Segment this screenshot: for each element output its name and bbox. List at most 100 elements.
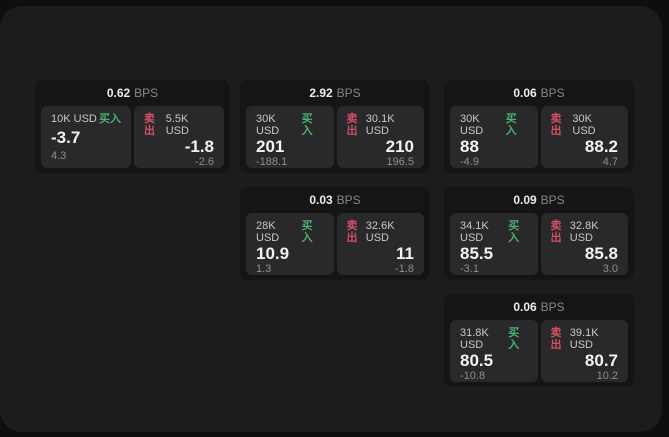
quote-card: 0.03 BPS 28K USD 买入 10.9 1.3 卖出 32.6K USD… [240, 187, 430, 280]
sell-price-value: 85.8 [584, 244, 618, 263]
sell-amount-label: 32.8K USD [569, 220, 599, 244]
sell-cell-top: 卖出 39.1K USD [551, 327, 619, 351]
bps-unit: BPS [540, 193, 565, 207]
quote-cells: 28K USD 买入 10.9 1.3 卖出 32.6K USD 11 -1.8 [240, 213, 430, 275]
buy-amount-label: 31.8K USD [460, 327, 489, 351]
quote-cells: 34.1K USD 买入 85.5 -3.1 卖出 32.8K USD 85.8… [444, 213, 634, 275]
sell-amount-label: 5.5K USD [165, 113, 189, 137]
sell-cell[interactable]: 卖出 32.6K USD 11 -1.8 [336, 213, 424, 275]
sell-action-label: 卖出 [144, 113, 155, 137]
sell-cell-top: 卖出 30.1K USD [347, 113, 415, 137]
sell-action-label: 卖出 [346, 220, 358, 244]
sell-cell[interactable]: 卖出 30.1K USD 210 196.5 [336, 106, 424, 168]
buy-amount-label: 30K USD [256, 113, 280, 137]
sell-cell-top: 卖出 30K USD [551, 113, 619, 137]
buy-amount-label: 34.1K USD [460, 220, 489, 244]
bps-value: 0.03 [309, 193, 333, 207]
buy-change-value: -188.1 [256, 156, 288, 168]
buy-cell[interactable]: 30K USD 买入 201 -188.1 [246, 106, 334, 168]
card-header: 0.03 BPS [240, 187, 430, 213]
bps-unit: BPS [336, 193, 361, 207]
buy-cell-top: 31.8K USD 买入 [460, 327, 528, 351]
buy-cell-top: 10K USD 买入 [51, 113, 121, 125]
sell-change-value: 4.7 [602, 156, 618, 168]
quote-cells: 10K USD 买入 -3.7 4.3 卖出 5.5K USD -1.8 -2.… [35, 106, 230, 168]
sell-amount-label: 32.6K USD [365, 220, 395, 244]
sell-price-value: 210 [385, 137, 414, 156]
sell-change-value: -1.8 [395, 263, 414, 275]
buy-change-value: 4.3 [51, 150, 67, 162]
card-header: 0.06 BPS [444, 294, 634, 320]
quote-cells: 30K USD 买入 88 -4.9 卖出 30K USD 88.2 4.7 [444, 106, 634, 168]
buy-cell[interactable]: 10K USD 买入 -3.7 4.3 [41, 106, 131, 168]
quote-card: 0.06 BPS 30K USD 买入 88 -4.9 卖出 30K USD 88… [444, 80, 634, 173]
sell-amount-label: 30K USD [572, 113, 596, 137]
card-header: 0.09 BPS [444, 187, 634, 213]
cards-grid: 0.62 BPS 10K USD 买入 -3.7 4.3 卖出 5.5K USD … [35, 80, 634, 387]
card-column: 2.92 BPS 30K USD 买入 201 -188.1 卖出 30.1K U… [240, 80, 430, 280]
buy-change-value: -4.9 [460, 156, 479, 168]
sell-change-value: 196.5 [386, 156, 414, 168]
bps-unit: BPS [540, 300, 565, 314]
card-column: 0.06 BPS 30K USD 买入 88 -4.9 卖出 30K USD 88… [444, 80, 634, 387]
buy-cell-top: 34.1K USD 买入 [460, 220, 528, 244]
card-column: 0.62 BPS 10K USD 买入 -3.7 4.3 卖出 5.5K USD … [35, 80, 230, 173]
bps-value: 0.06 [513, 86, 537, 100]
sell-change-value: -2.6 [195, 156, 214, 168]
quote-card: 0.62 BPS 10K USD 买入 -3.7 4.3 卖出 5.5K USD … [35, 80, 230, 173]
buy-change-value: 1.3 [256, 263, 272, 275]
quote-cells: 31.8K USD 买入 80.5 -10.8 卖出 39.1K USD 80.… [444, 320, 634, 382]
sell-cell-top: 卖出 32.6K USD [347, 220, 415, 244]
bps-unit: BPS [336, 86, 361, 100]
sell-amount-label: 30.1K USD [365, 113, 395, 137]
buy-cell-top: 30K USD 买入 [460, 113, 528, 137]
quote-card: 0.09 BPS 34.1K USD 买入 85.5 -3.1 卖出 32.8K … [444, 187, 634, 280]
bps-value: 0.09 [513, 193, 537, 207]
buy-action-label: 买入 [508, 220, 520, 244]
buy-price-value: 201 [256, 137, 285, 156]
sell-price-value: -1.8 [184, 137, 214, 156]
buy-action-label: 买入 [505, 113, 517, 137]
sell-action-label: 卖出 [550, 220, 562, 244]
buy-cell[interactable]: 34.1K USD 买入 85.5 -3.1 [450, 213, 538, 275]
buy-action-label: 买入 [301, 220, 313, 244]
buy-change-value: -3.1 [460, 263, 479, 275]
buy-action-label: 买入 [301, 113, 313, 137]
buy-cell[interactable]: 31.8K USD 买入 80.5 -10.8 [450, 320, 538, 382]
sell-price-value: 88.2 [584, 137, 618, 156]
buy-price-value: 10.9 [256, 244, 290, 263]
sell-change-value: 10.2 [596, 370, 618, 382]
buy-price-value: 80.5 [460, 351, 494, 370]
bps-value: 0.62 [106, 86, 131, 100]
quote-card: 2.92 BPS 30K USD 买入 201 -188.1 卖出 30.1K U… [240, 80, 430, 173]
buy-cell-top: 28K USD 买入 [256, 220, 324, 244]
buy-cell[interactable]: 30K USD 买入 88 -4.9 [450, 106, 538, 168]
sell-cell-top: 卖出 32.8K USD [551, 220, 619, 244]
sell-cell[interactable]: 卖出 5.5K USD -1.8 -2.6 [134, 106, 224, 168]
buy-change-value: -10.8 [460, 370, 486, 382]
buy-amount-label: 30K USD [460, 113, 484, 137]
sell-change-value: 3.0 [602, 263, 618, 275]
card-header: 0.06 BPS [444, 80, 634, 106]
card-header: 0.62 BPS [35, 80, 230, 106]
sell-price-value: 11 [396, 244, 414, 263]
bps-unit: BPS [134, 86, 159, 100]
sell-amount-label: 39.1K USD [569, 327, 599, 351]
bps-unit: BPS [540, 86, 565, 100]
bps-value: 2.92 [309, 86, 333, 100]
sell-cell-top: 卖出 5.5K USD [144, 113, 214, 137]
buy-action-label: 买入 [508, 327, 520, 351]
sell-action-label: 卖出 [346, 113, 358, 137]
buy-amount-label: 28K USD [256, 220, 280, 244]
bps-value: 0.06 [513, 300, 537, 314]
sell-cell[interactable]: 卖出 30K USD 88.2 4.7 [540, 106, 628, 168]
buy-amount-label: 10K USD [51, 113, 97, 125]
buy-price-value: 88 [460, 137, 479, 156]
buy-cell[interactable]: 28K USD 买入 10.9 1.3 [246, 213, 334, 275]
card-header: 2.92 BPS [240, 80, 430, 106]
sell-cell[interactable]: 卖出 32.8K USD 85.8 3.0 [540, 213, 628, 275]
quote-cells: 30K USD 买入 201 -188.1 卖出 30.1K USD 210 1… [240, 106, 430, 168]
buy-price-value: -3.7 [51, 128, 81, 147]
sell-cell[interactable]: 卖出 39.1K USD 80.7 10.2 [540, 320, 628, 382]
sell-action-label: 卖出 [550, 113, 562, 137]
